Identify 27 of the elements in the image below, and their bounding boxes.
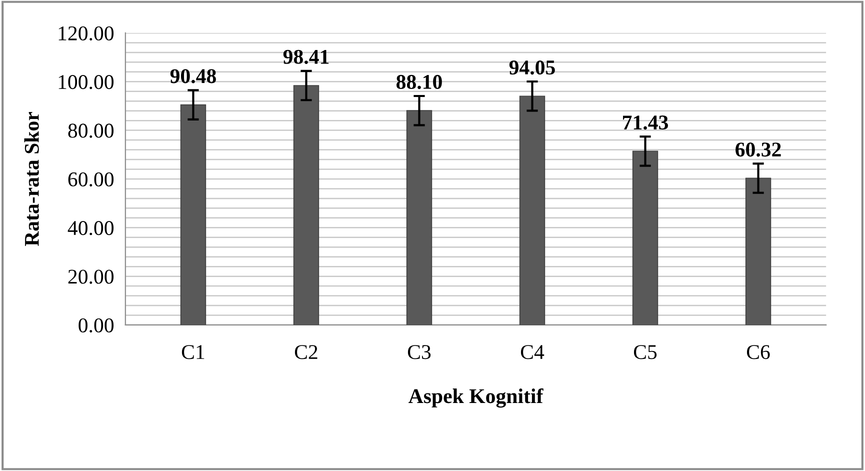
y-tick-label: 60.00 — [68, 172, 114, 187]
x-axis-title: Aspek Kognitif — [408, 388, 544, 408]
x-tick-label: C6 — [746, 345, 770, 360]
x-tick-label: C4 — [520, 345, 544, 360]
x-tick-label: C1 — [182, 345, 204, 360]
data-label: 90.48 — [170, 69, 216, 84]
y-tick-label: 0.00 — [78, 318, 114, 333]
x-tick-label: C3 — [408, 345, 431, 360]
y-axis-title: Rata-rata Skor — [24, 112, 39, 246]
bar — [632, 150, 658, 325]
y-tick-label: 80.00 — [68, 124, 114, 138]
y-tick-label: 120.00 — [58, 26, 114, 40]
data-label: 60.32 — [736, 142, 781, 157]
y-tick-label: 40.00 — [68, 221, 114, 236]
data-label: 71.43 — [623, 116, 668, 130]
y-tick-label: 20.00 — [68, 270, 114, 284]
bar — [519, 96, 546, 325]
bar — [180, 104, 206, 325]
data-label: 98.41 — [283, 50, 329, 64]
bar — [745, 178, 772, 325]
y-tick-label: 100.00 — [58, 75, 114, 90]
data-label: 88.10 — [396, 74, 442, 90]
x-tick-label: C5 — [634, 345, 657, 360]
bar — [293, 85, 320, 325]
x-tick-label: C2 — [294, 345, 318, 360]
bar — [406, 110, 432, 325]
data-label: 94.05 — [509, 60, 555, 75]
